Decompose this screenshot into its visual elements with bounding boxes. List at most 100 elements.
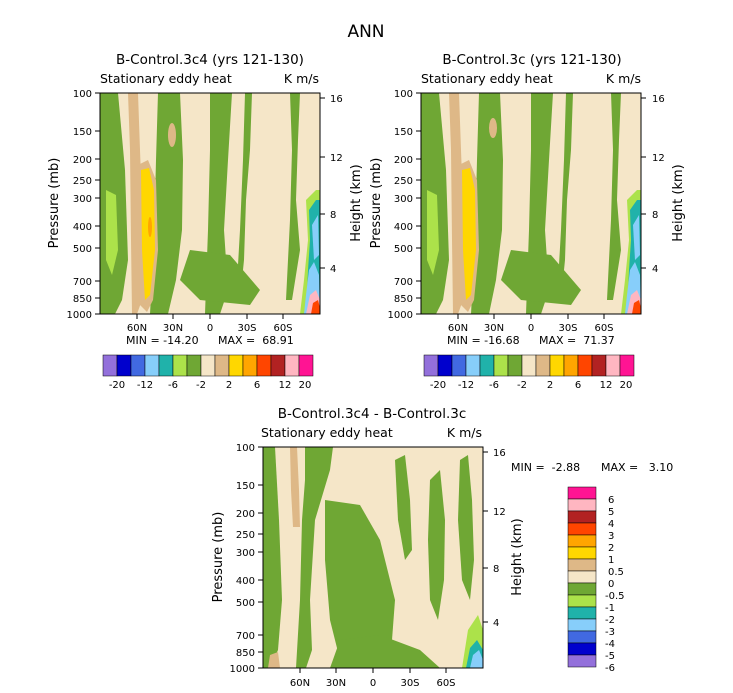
panel-2-cbar-box-1 [423,354,439,377]
panel-2-min-label: MIN = -16.68 [447,334,520,347]
panel-2-cbar-box-12 [577,354,593,377]
panel-1-ytick-100: 100 [73,89,92,100]
panel-3-cbar-box-11 [567,606,597,620]
panel-1-cbar-box-4 [144,354,160,377]
panel-2-ytick-850: 850 [394,294,413,305]
panel-2-ytick-200: 200 [394,155,413,166]
panel-2-cbar-box-4 [465,354,481,377]
panel-2-max-label: MAX = 71.37 [539,334,615,347]
panel-1-xtick-60s: 60S [273,323,292,334]
panel-1-ylabel-right: Height (km) [349,164,364,241]
panel-1-cbar-label-3: -6 [168,380,178,391]
panel-1-plot-area [99,92,321,315]
panel-2-cbar-label-2: -12 [458,380,474,391]
panel-3-cbar-box-14 [567,642,597,656]
panel-1-cbar-box-9 [214,354,230,377]
panel-3-cbar-box-9 [567,582,597,596]
panel-2-cbar-label-8: 20 [620,380,633,391]
panel-3-cbar-label-14: -5 [605,651,615,662]
panel-1-cbar-label-2: -12 [137,380,153,391]
panel-1-xtick-0: 0 [207,323,213,334]
panel-2-cbar-label-6: 6 [575,380,581,391]
panel-1-left-axis: 100 150 200 250 300 400 500 700 850 1000… [47,89,100,321]
panel-3-ytick-200: 200 [236,509,255,520]
panel-3-xtick-60s: 60S [436,678,455,689]
panel-1-cbar-box-2 [116,354,132,377]
panel-3-left-axis: 100 150 200 250 300 400 500 700 850 1000… [211,443,263,675]
panel-1-ytick-200: 200 [73,155,92,166]
panel-3-cbar-box-1 [567,486,597,500]
panel-1-ytick-250: 250 [73,176,92,187]
panel-2-xtick-60s: 60S [594,323,613,334]
panel-2-cbar-box-2 [437,354,453,377]
panel-1-title: B-Control.3c4 (yrs 121-130) [116,52,304,68]
panel-2-cbar-box-8 [521,354,537,377]
panel-1-cbar-box-3 [130,354,146,377]
panel-3-cbar-box-12 [567,618,597,632]
panel-1-min-label: MIN = -14.20 [126,334,199,347]
panel-2-xtick-30s: 30S [558,323,577,334]
panel-2-htick-16: 16 [652,94,665,105]
panel-3-cbar-box-4 [567,522,597,536]
panel-3-xtick-0: 0 [370,678,376,689]
panel-2-cbar-box-14 [605,354,621,377]
panel-2-ylabel: Pressure (mb) [369,158,384,249]
panel-1-cbar-box-11 [242,354,258,377]
panel-1-cbar-label-4: -2 [196,380,206,391]
panel-1-max-label: MAX = 68.91 [218,334,294,347]
panel-2-left-axis: 100 150 200 250 300 400 500 700 850 1000… [369,89,421,321]
figure-title: ANN [347,22,384,42]
panel-1-xtick-30s: 30S [237,323,256,334]
panel-1-cbar-box-12 [256,354,272,377]
panel-1-cbar-label-5: 2 [226,380,232,391]
panel-2-htick-4: 4 [652,264,658,275]
panel-2-cbar-box-9 [535,354,551,377]
panel-3-ytick-250: 250 [236,530,255,541]
panel-3-ytick-150: 150 [236,481,255,492]
panel-2-cbar-box-5 [479,354,495,377]
panel-1-cbar-box-14 [284,354,300,377]
panel-3-cbar-box-5 [567,534,597,548]
panel-2-ytick-300: 300 [394,194,413,205]
panel-2-cbar-label-5: 2 [547,380,553,391]
panel-2-cbar-box-10 [549,354,565,377]
panel-3-ytick-400: 400 [236,576,255,587]
panel-3-subtitle-right: K m/s [447,425,482,440]
panel-2-colorbar: -20 -12 -6 -2 2 6 12 20 [423,354,635,391]
panel-3-cbar-label-13: -4 [605,639,615,650]
panel-3-xtick-60n: 60N [290,678,310,689]
panel-2-cbar-box-6 [493,354,509,377]
panel-1-ytick-400: 400 [73,222,92,233]
panel-1-cbar-label-1: -20 [109,380,125,391]
panel-1-cbar-box-8 [200,354,216,377]
panel-3-ytick-850: 850 [236,648,255,659]
panel-3-plot-area [262,446,484,669]
panel-3-ytick-100: 100 [236,443,255,454]
panel-3-min-label: MIN = -2.88 [511,461,580,474]
panel-3-cbar-label-12: -3 [605,627,615,638]
panel-1-x-axis: 60N 30N 0 30S 60S [127,314,293,334]
panel-1-xtick-30n: 30N [163,323,183,334]
panel-3-cbar-label-5: 2 [608,543,614,554]
panel-3-right-axis: 16 12 8 4 Height (km) [483,448,525,629]
panel-3-cbar-label-10: -1 [605,603,615,614]
panel-2-ytick-400: 400 [394,222,413,233]
panel-3-subtitle-left: Stationary eddy heat [261,425,393,440]
panel-1-ytick-1000: 1000 [67,310,92,321]
panel-3-ylabel-right: Height (km) [510,518,525,595]
panel-1-htick-8: 8 [330,210,336,221]
panel-2-htick-8: 8 [652,210,658,221]
panel-3-title: B-Control.3c4 - B-Control.3c [278,406,467,422]
panel-3-htick-8: 8 [493,564,499,575]
panel-3-cbar-label-7: 0.5 [608,567,624,578]
panel-1-htick-12: 12 [330,153,343,164]
panel-2-cbar-box-7 [507,354,523,377]
panel-1-ytick-700: 700 [73,277,92,288]
panel-3: B-Control.3c4 - B-Control.3c Stationary … [211,406,673,689]
panel-2-cbar-label-7: 12 [600,380,613,391]
panel-3-cbar-label-1: 6 [608,495,614,506]
panel-3-cbar-label-4: 3 [608,531,614,542]
panel-1-subtitle-left: Stationary eddy heat [100,71,232,86]
panel-3-cbar-label-9: -0.5 [605,591,625,602]
panel-2-cbar-label-3: -6 [489,380,499,391]
